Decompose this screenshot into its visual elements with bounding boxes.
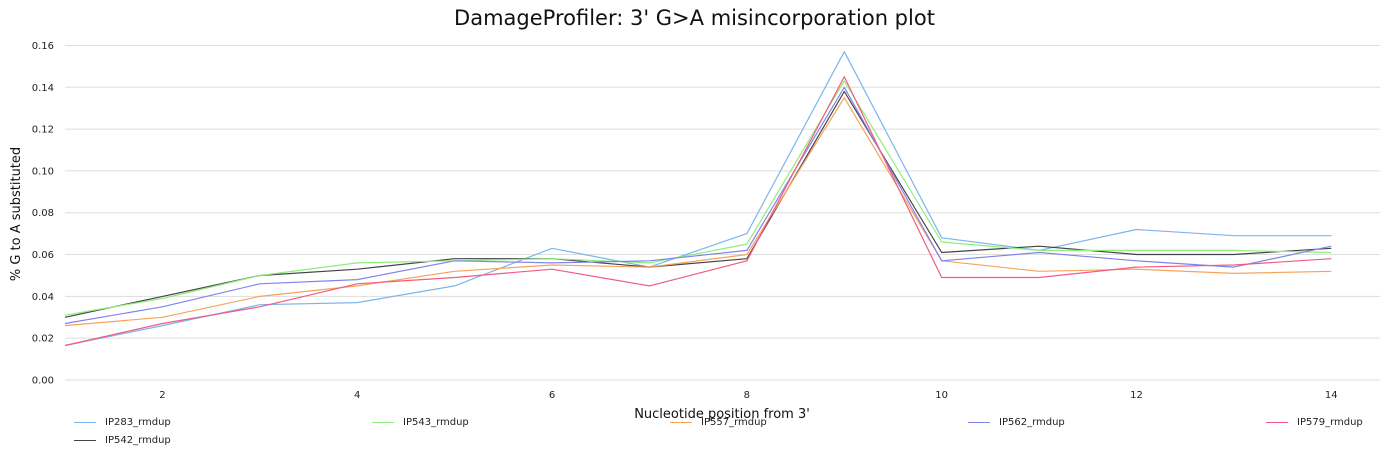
legend-swatch xyxy=(74,421,96,423)
x-axis-label: Nucleotide position from 3' xyxy=(634,407,810,422)
series-line-ip542-rmdup xyxy=(64,90,1332,318)
x-tick-label: 14 xyxy=(1325,390,1338,401)
series-line-ip579-rmdup xyxy=(64,76,1332,347)
x-tick-label: 6 xyxy=(549,390,555,401)
legend-swatch xyxy=(968,421,990,423)
legend-item[interactable]: IP542_rmdup xyxy=(74,432,171,448)
series-line-ip562-rmdup xyxy=(64,86,1332,325)
legend-item[interactable]: IP562_rmdup xyxy=(968,414,1065,430)
y-tick-label: 0.16 xyxy=(32,41,54,52)
legend-swatch xyxy=(670,421,692,423)
gridlines xyxy=(65,44,1380,381)
y-tick-label: 0.10 xyxy=(32,166,54,177)
legend-swatch xyxy=(74,439,96,441)
legend-swatch xyxy=(372,421,394,423)
legend-label: IP543_rmdup xyxy=(403,416,469,428)
x-tick-label: 12 xyxy=(1130,390,1143,401)
legend-item[interactable]: IP557_rmdup xyxy=(670,414,767,430)
y-tick-label: 0.14 xyxy=(32,83,54,94)
x-tick-label: 2 xyxy=(159,390,165,401)
series-lines xyxy=(64,51,1332,347)
x-tick-label: 10 xyxy=(935,390,948,401)
legend-label: IP579_rmdup xyxy=(1297,416,1363,428)
legend-label: IP283_rmdup xyxy=(105,416,171,428)
series-line-ip543-rmdup xyxy=(64,80,1332,316)
y-tick-label: 0.06 xyxy=(32,250,54,261)
y-tick-label: 0.04 xyxy=(32,292,54,303)
legend-item[interactable]: IP543_rmdup xyxy=(372,414,469,430)
series-line-ip283-rmdup xyxy=(64,51,1332,347)
chart-title: DamageProfiler: 3' G>A misincorporation … xyxy=(454,6,935,30)
y-axis-label: % G to A substituted xyxy=(9,147,24,281)
x-tick-label: 8 xyxy=(744,390,750,401)
x-tick-label: 4 xyxy=(354,390,360,401)
series-line-ip557-rmdup xyxy=(64,97,1332,327)
legend-label: IP562_rmdup xyxy=(999,416,1065,428)
legend-label: IP542_rmdup xyxy=(105,434,171,446)
y-tick-label: 0.02 xyxy=(32,334,54,345)
y-axis-ticks: 0.00 0.02 0.04 0.06 0.08 0.10 0.12 0.14 0.16 xyxy=(32,41,54,387)
legend: IP283_rmdup IP542_rmdup IP543_rmdup IP557_r… xyxy=(0,414,1389,454)
legend-item[interactable]: IP283_rmdup xyxy=(74,414,171,430)
legend-swatch xyxy=(1266,421,1288,423)
y-tick-label: 0.08 xyxy=(32,208,54,219)
legend-item[interactable]: IP579_rmdup xyxy=(1266,414,1363,430)
x-axis-ticks: 2 4 6 8 10 12 14 xyxy=(159,390,1337,401)
legend-label: IP557_rmdup xyxy=(701,416,767,428)
y-tick-label: 0.00 xyxy=(32,376,54,387)
y-tick-label: 0.12 xyxy=(32,125,54,136)
